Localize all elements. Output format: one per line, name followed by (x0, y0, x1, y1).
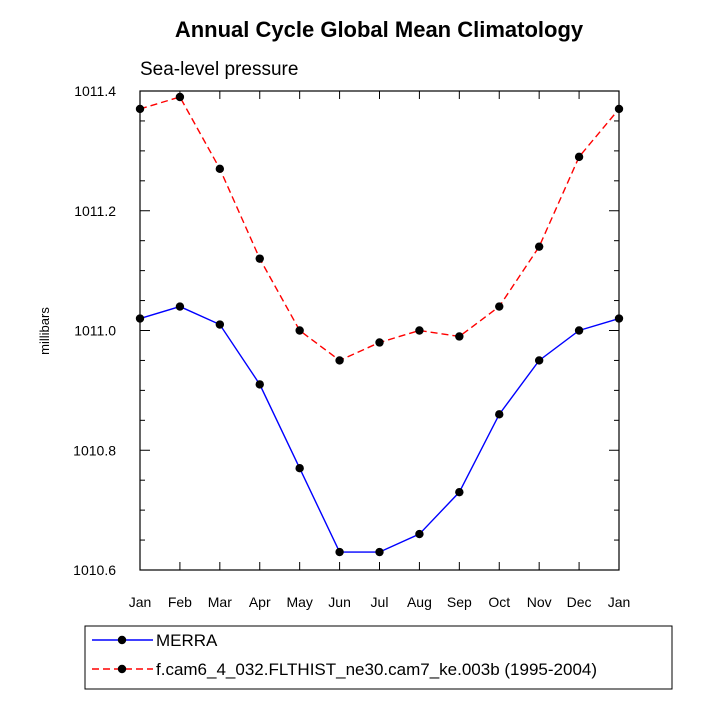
y-tick-label: 1011.0 (74, 323, 116, 339)
x-tick-label: Oct (488, 594, 510, 610)
x-tick-label: Dec (567, 594, 592, 610)
series-1-point (375, 338, 384, 347)
series-1-point (215, 164, 225, 174)
axis-ticks (139, 90, 620, 571)
series-0-point (574, 326, 584, 335)
series-1-point (534, 242, 544, 251)
legend-label-model: f.cam6_4_032.FLTHIST_ne30.cam7_ke.003b (… (156, 660, 597, 679)
series-0-point (215, 320, 225, 329)
chart-title: Annual Cycle Global Mean Climatology (175, 17, 584, 42)
y-tick-label: 1010.8 (73, 442, 116, 458)
series-0-point (495, 410, 504, 419)
x-tick-label: Nov (527, 594, 552, 610)
x-tick-label: Jun (328, 594, 351, 610)
plot-frame (139, 90, 620, 571)
tick-labels: Jan Feb Mar Apr May Jun Jul Aug Sep Oct Nov Dec Jan 1… (73, 83, 630, 610)
legend: MERRA f.cam6_4_032.FLTHIST_ne30.cam7_ke.… (84, 625, 673, 690)
legend-marker-model (117, 664, 127, 674)
x-tick-label: Aug (407, 594, 432, 610)
x-tick-label: Mar (208, 594, 232, 610)
series-1-point (574, 152, 584, 162)
legend-label-merra: MERRA (156, 631, 218, 650)
x-tick-label: Feb (168, 594, 192, 610)
series-0-point (455, 487, 464, 497)
legend-box (84, 625, 673, 690)
x-tick-label: Jan (608, 594, 631, 610)
y-tick-label: 1011.4 (74, 83, 116, 99)
series-1-point (175, 92, 185, 102)
chart-subtitle: Sea-level pressure (140, 59, 298, 80)
series-0-point (534, 356, 544, 365)
x-tick-label: Jan (129, 594, 152, 610)
x-tick-label: Sep (447, 594, 472, 610)
series-0-point (335, 547, 344, 557)
series-layer (135, 92, 624, 557)
series-0-point (175, 302, 185, 311)
x-tick-label: Jul (371, 594, 389, 610)
y-tick-label: 1011.2 (74, 203, 116, 219)
series-0-point (415, 529, 424, 539)
y-tick-label: 1010.6 (73, 562, 116, 578)
series-1-point (255, 254, 264, 263)
y-axis-label: millibars (37, 307, 52, 355)
series-1-point (335, 356, 344, 365)
series-0-point (295, 464, 304, 473)
series-1-point (455, 332, 464, 341)
series-1-point (495, 302, 504, 311)
x-tick-label: May (286, 594, 312, 610)
legend-marker-merra (117, 635, 127, 645)
series-1-point (295, 326, 304, 335)
series-1-point (415, 326, 424, 335)
x-tick-label: Apr (249, 594, 271, 610)
series-0-point (375, 547, 384, 557)
series-0-point (255, 380, 264, 389)
